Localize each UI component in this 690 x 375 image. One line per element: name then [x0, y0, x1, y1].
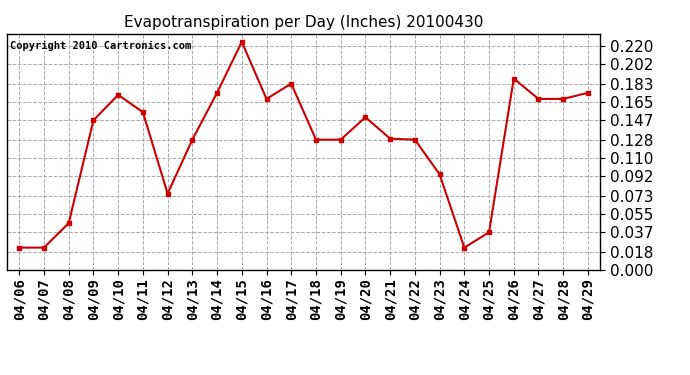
- Title: Evapotranspiration per Day (Inches) 20100430: Evapotranspiration per Day (Inches) 2010…: [124, 15, 483, 30]
- Text: Copyright 2010 Cartronics.com: Copyright 2010 Cartronics.com: [10, 41, 191, 51]
